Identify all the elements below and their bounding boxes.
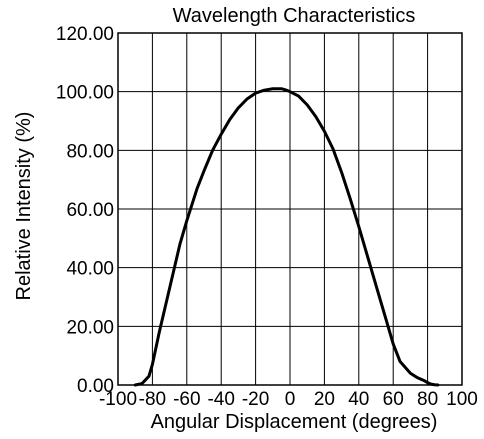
y-tick-label: 20.00 <box>66 317 114 338</box>
x-tick-label: 80 <box>417 389 438 410</box>
x-tick-label: 100 <box>446 389 478 410</box>
x-tick-label: 20 <box>314 389 335 410</box>
x-axis-label: Angular Displacement (degrees) <box>151 411 438 433</box>
x-tick-label: 60 <box>383 389 404 410</box>
x-tick-label: -20 <box>242 389 269 410</box>
series-line <box>135 89 438 385</box>
y-tick-label: 80.00 <box>66 141 114 162</box>
y-tick-label: 60.00 <box>66 200 114 221</box>
grid <box>118 33 462 385</box>
y-tick-label: 120.00 <box>56 24 114 45</box>
x-tick-labels: -100 -80 -60 -40 -20 0 20 40 60 80 100 <box>99 389 478 410</box>
x-tick-label: 40 <box>348 389 369 410</box>
x-tick-label: -60 <box>173 389 200 410</box>
y-axis-label: Relative Intensity (%) <box>13 112 35 301</box>
x-tick-label: -80 <box>139 389 166 410</box>
y-tick-label: 100.00 <box>56 83 114 104</box>
y-tick-label: 40.00 <box>66 259 114 280</box>
x-tick-label: -100 <box>99 389 137 410</box>
x-tick-label: -40 <box>207 389 234 410</box>
x-tick-label: 0 <box>285 389 296 410</box>
chart-title: Wavelength Characteristics <box>173 5 416 27</box>
